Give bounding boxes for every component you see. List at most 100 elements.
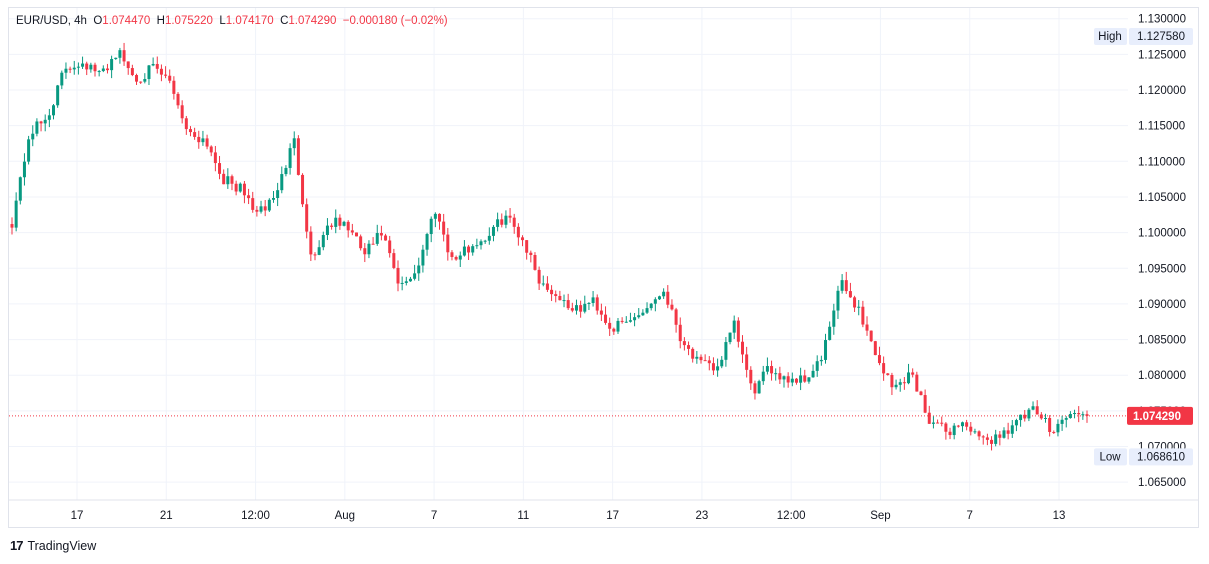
candle-body	[998, 434, 1002, 438]
candle-body	[1052, 431, 1056, 433]
candle-body	[172, 80, 176, 94]
time-tick-label: 23	[696, 510, 709, 522]
candle-body	[52, 105, 56, 116]
candle-body	[724, 342, 728, 360]
candle-body	[1019, 414, 1023, 421]
candle-body	[417, 265, 421, 274]
candle-body	[110, 59, 114, 71]
candle-body	[305, 204, 309, 232]
candle-body	[396, 267, 400, 284]
candle-body	[857, 306, 861, 308]
candle-body	[1043, 417, 1047, 419]
candle-body	[126, 61, 130, 69]
candle-body	[848, 291, 852, 298]
candle-body	[562, 300, 566, 302]
time-tick-label: 21	[160, 510, 173, 522]
candle-body	[977, 431, 981, 437]
time-tick-label: 12:00	[241, 510, 270, 522]
brand-footer[interactable]: 17 TradingView	[10, 538, 96, 553]
last-price-badge-bg	[1127, 406, 1193, 425]
candle-body	[338, 217, 342, 226]
candles	[10, 42, 1089, 451]
candle-body	[334, 217, 338, 227]
candle-body	[500, 219, 504, 225]
candle-body	[143, 79, 147, 82]
candle-body	[873, 341, 877, 356]
candle-body	[753, 383, 757, 394]
candle-body	[574, 305, 578, 311]
candle-body	[716, 366, 720, 371]
candle-body	[363, 248, 367, 255]
candle-body	[400, 282, 404, 284]
candle-body	[72, 67, 76, 70]
legend-header: EUR/USD, 4h O1.074470 H1.075220 L1.07417…	[16, 15, 448, 27]
candle-body	[886, 373, 890, 376]
candle-body	[392, 253, 396, 268]
brand-name: TradingView	[27, 538, 97, 553]
open-value: 1.074470	[102, 15, 151, 27]
candle-body	[325, 225, 329, 236]
close-label: C	[280, 15, 289, 27]
candle-body	[359, 236, 363, 249]
candle-body	[18, 177, 22, 201]
candle-body	[31, 133, 35, 140]
candle-body	[479, 241, 483, 246]
candle-body	[255, 209, 259, 212]
candle-body	[1035, 406, 1039, 415]
candle-body	[10, 224, 14, 228]
candle-body	[566, 300, 570, 309]
candle-body	[720, 359, 724, 367]
candle-body	[1014, 420, 1018, 426]
candle-body	[462, 246, 466, 256]
candle-body	[197, 136, 201, 143]
candle-body	[85, 63, 89, 70]
candle-body	[807, 377, 811, 382]
chart-pane[interactable]	[8, 7, 1199, 528]
candle-body	[14, 200, 18, 228]
candle-body	[1006, 430, 1010, 434]
candle-body	[670, 304, 674, 310]
candle-body	[599, 310, 603, 315]
high-value-bg	[1129, 27, 1193, 45]
time-tick-label: 13	[1053, 510, 1066, 522]
price-axis[interactable]: 1.130000 1.125000 1.120000 1.115000 1.110000…	[1138, 14, 1186, 489]
candle-body	[898, 382, 902, 385]
interval-label[interactable]: 4h	[74, 15, 87, 27]
candle-body	[384, 235, 388, 241]
candle-body	[330, 225, 334, 227]
candle-body	[1077, 412, 1081, 415]
candle-body	[711, 363, 715, 371]
candle-body	[595, 297, 599, 311]
candle-body	[1048, 417, 1052, 432]
candle-body	[147, 65, 151, 80]
candle-body	[782, 376, 786, 380]
candle-body	[736, 320, 740, 342]
candle-body	[521, 237, 525, 241]
candle-body	[1002, 430, 1006, 438]
candle-body	[188, 129, 192, 133]
candle-body	[39, 121, 43, 124]
candle-body	[869, 330, 873, 342]
candle-body	[732, 320, 736, 333]
candle-body	[604, 314, 608, 323]
candle-body	[620, 320, 624, 322]
symbol-name[interactable]: EUR/USD	[16, 15, 68, 27]
candle-body	[981, 436, 985, 438]
candle-body	[22, 161, 26, 178]
candle-body	[213, 152, 217, 164]
candle-body	[504, 215, 508, 225]
candle-body	[927, 412, 931, 424]
candle-body	[1085, 414, 1089, 416]
candle-body	[35, 121, 39, 134]
price-tick-label: 1.095000	[1138, 263, 1186, 275]
candle-body	[288, 148, 292, 168]
time-axis[interactable]: 17 21 12:00 Aug 7 11 17 23 12:00 Sep 7 13	[9, 499, 1199, 522]
tradingview-logo-icon: 17	[10, 538, 24, 553]
close-value: 1.074290	[288, 15, 337, 27]
candle-body	[911, 372, 915, 375]
candle-body	[292, 138, 296, 149]
candle-body	[707, 360, 711, 364]
candle-body	[442, 221, 446, 235]
candle-body	[803, 375, 807, 382]
